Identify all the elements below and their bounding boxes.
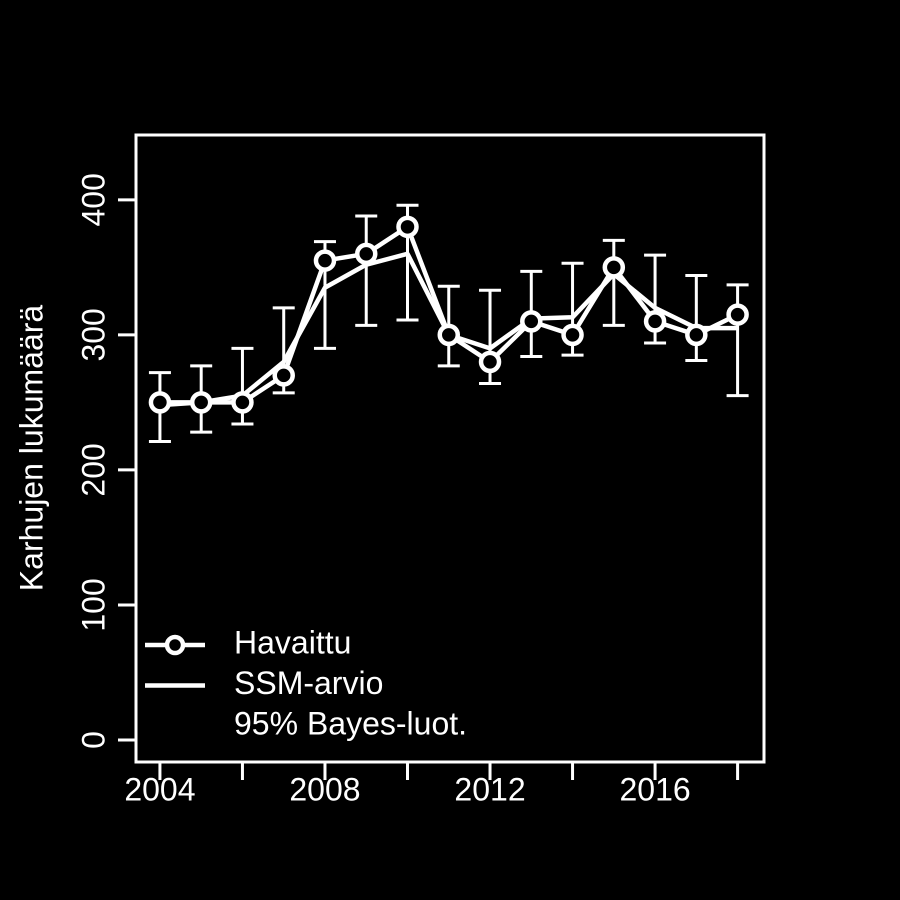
y-tick-label: 100: [75, 578, 111, 631]
point: [643, 310, 667, 333]
point: [272, 364, 295, 387]
point: [354, 242, 378, 266]
x-tick-label: 2004: [124, 771, 195, 807]
error-bar: [726, 283, 749, 398]
legend-label: SSM-arvio: [234, 665, 383, 701]
y-tick-label: 300: [75, 308, 111, 361]
plot-frame: [134, 133, 766, 764]
point: [231, 391, 254, 414]
error-bar: [685, 273, 708, 363]
point: [396, 215, 419, 239]
point: [520, 310, 543, 333]
point: [437, 323, 461, 347]
y-axis-label: Karhujen lukumäärä: [13, 305, 49, 592]
point: [189, 391, 213, 414]
y-tick-label: 400: [75, 173, 111, 226]
legend-label: Havaittu: [234, 624, 351, 660]
y-tick-label: 200: [75, 443, 111, 496]
point: [313, 249, 337, 272]
point: [726, 303, 749, 326]
x-tick-label: 2016: [619, 771, 690, 807]
legend-marker: [164, 634, 186, 656]
point: [602, 256, 626, 279]
error-bar: [355, 214, 378, 327]
error-bar: [602, 238, 625, 327]
legend-label: 95% Bayes-luot.: [234, 705, 467, 741]
point: [685, 323, 708, 347]
x-tick-label: 2012: [454, 771, 525, 807]
point: [478, 350, 502, 374]
y-tick-label: 0: [75, 731, 111, 749]
point: [561, 323, 584, 347]
x-tick-label: 2008: [289, 771, 360, 807]
point: [148, 391, 172, 414]
